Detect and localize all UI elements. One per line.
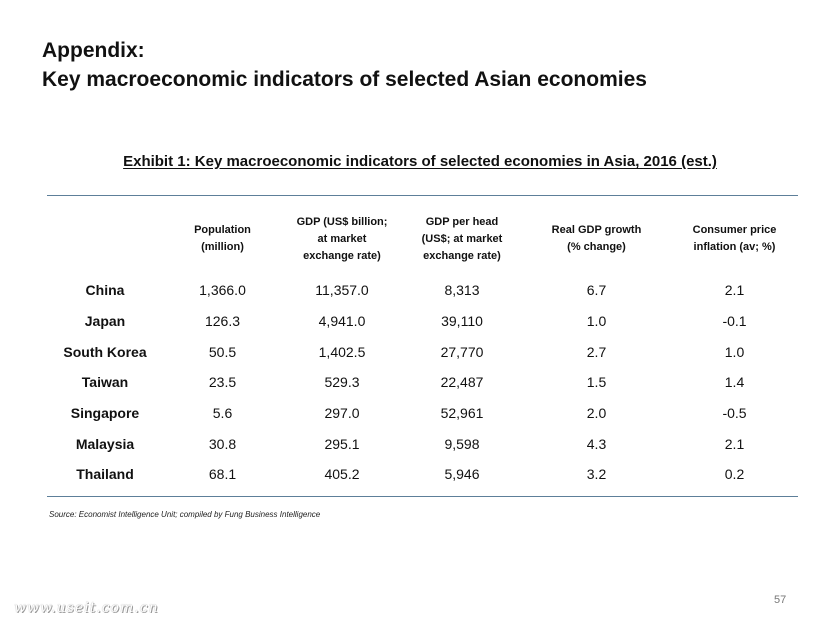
header-real-gdp-growth: Real GDP growth (% change)	[522, 203, 671, 275]
header-text: (% change)	[567, 241, 626, 253]
table-row: South Korea 50.5 1,402.5 27,770 2.7 1.0	[47, 336, 798, 367]
cell-gdp-per-head: 8,313	[444, 282, 480, 299]
cell-inflation: 2.1	[724, 282, 745, 299]
table-bottom-rule	[47, 496, 798, 497]
header-text: GDP per head	[425, 215, 499, 228]
cell-economy: Malaysia	[75, 435, 135, 452]
cell-inflation: 1.0	[724, 343, 745, 360]
cell-economy: Singapore	[70, 405, 140, 422]
source-note: Source: Economist Intelligence Unit; com…	[49, 510, 321, 519]
header-text: Population	[194, 224, 251, 236]
table-row: China 1,366.0 11,357.0 8,313 6.7 2.1	[47, 275, 798, 306]
cell-gdp-per-head: 22,487	[440, 374, 484, 391]
page-title: Appendix: Key macroeconomic indicators o…	[42, 36, 647, 94]
header-text: (million)	[201, 241, 244, 253]
table-top-rule	[47, 195, 798, 196]
header-text: GDP (US$ billion;	[296, 215, 388, 228]
indicators-table: Population (million) GDP (US$ billion; a…	[47, 203, 798, 490]
header-consumer-price-inflation: Consumer price inflation (av; %)	[671, 203, 798, 275]
cell-real-gdp-growth: 1.0	[586, 313, 607, 330]
header-population: Population (million)	[163, 203, 282, 275]
cell-economy: China	[85, 282, 125, 299]
exhibit-title: Exhibit 1: Key macroeconomic indicators …	[0, 153, 840, 170]
header-text: Real GDP growth	[551, 224, 642, 236]
header-economy	[47, 203, 163, 275]
cell-inflation: 2.1	[724, 435, 745, 452]
cell-gdp: 529.3	[324, 374, 360, 391]
cell-population: 68.1	[208, 466, 237, 483]
cell-gdp: 11,357.0	[315, 282, 369, 299]
cell-gdp: 4,941.0	[318, 313, 366, 330]
cell-population: 126.3	[204, 313, 241, 330]
header-text: inflation (av; %)	[693, 241, 776, 253]
cell-gdp-per-head: 27,770	[440, 343, 484, 360]
table-row: Japan 126.3 4,941.0 39,110 1.0 -0.1	[47, 306, 798, 337]
table-row: Taiwan 23.5 529.3 22,487 1.5 1.4	[47, 367, 798, 398]
cell-inflation: 1.4	[724, 374, 745, 391]
cell-gdp-per-head: 52,961	[440, 405, 484, 422]
cell-inflation: -0.5	[722, 405, 747, 422]
table-row: Malaysia 30.8 295.1 9,598 4.3 2.1	[47, 428, 798, 459]
cell-real-gdp-growth: 2.0	[586, 405, 607, 422]
cell-gdp: 295.1	[324, 435, 360, 452]
cell-gdp-per-head: 39,110	[441, 313, 483, 330]
cell-real-gdp-growth: 2.7	[586, 343, 607, 360]
cell-economy: Thailand	[76, 466, 134, 483]
cell-real-gdp-growth: 1.5	[586, 374, 607, 391]
page-title-line-1: Appendix:	[42, 39, 145, 62]
header-text: Consumer price	[692, 224, 777, 236]
header-gdp: GDP (US$ billion; at market exchange rat…	[282, 203, 402, 275]
cell-inflation: 0.2	[724, 466, 745, 483]
cell-economy: Japan	[84, 313, 126, 330]
header-text: exchange rate)	[303, 249, 381, 262]
page-title-line-2: Key macroeconomic indicators of selected…	[42, 68, 647, 91]
cell-inflation: -0.1	[722, 313, 747, 330]
cell-population: 50.5	[208, 343, 237, 360]
table-row: Thailand 68.1 405.2 5,946 3.2 0.2	[47, 459, 798, 490]
table-header-row: Population (million) GDP (US$ billion; a…	[47, 203, 798, 275]
header-text: (US$; at market	[421, 232, 503, 245]
header-text: exchange rate)	[423, 249, 501, 262]
watermark: www.useit.com.cn	[14, 600, 159, 616]
cell-gdp: 1,402.5	[318, 343, 366, 360]
page-number: 57	[774, 594, 787, 606]
cell-economy: Taiwan	[81, 374, 129, 391]
cell-real-gdp-growth: 4.3	[586, 435, 607, 452]
table-row: Singapore 5.6 297.0 52,961 2.0 -0.5	[47, 398, 798, 429]
cell-gdp: 405.2	[324, 466, 360, 483]
cell-population: 5.6	[212, 405, 233, 422]
cell-gdp: 297.0	[324, 405, 360, 422]
header-text: at market	[317, 232, 367, 245]
cell-population: 30.8	[208, 435, 237, 452]
cell-economy: South Korea	[63, 343, 147, 360]
cell-real-gdp-growth: 3.2	[586, 466, 607, 483]
cell-population: 23.5	[208, 374, 237, 391]
cell-gdp-per-head: 9,598	[444, 435, 480, 452]
cell-real-gdp-growth: 6.7	[586, 282, 607, 299]
cell-population: 1,366.0	[199, 282, 246, 299]
exhibit-title-text: Exhibit 1: Key macroeconomic indicators …	[123, 153, 717, 170]
header-gdp-per-head: GDP per head (US$; at market exchange ra…	[402, 203, 522, 275]
cell-gdp-per-head: 5,946	[444, 466, 480, 483]
